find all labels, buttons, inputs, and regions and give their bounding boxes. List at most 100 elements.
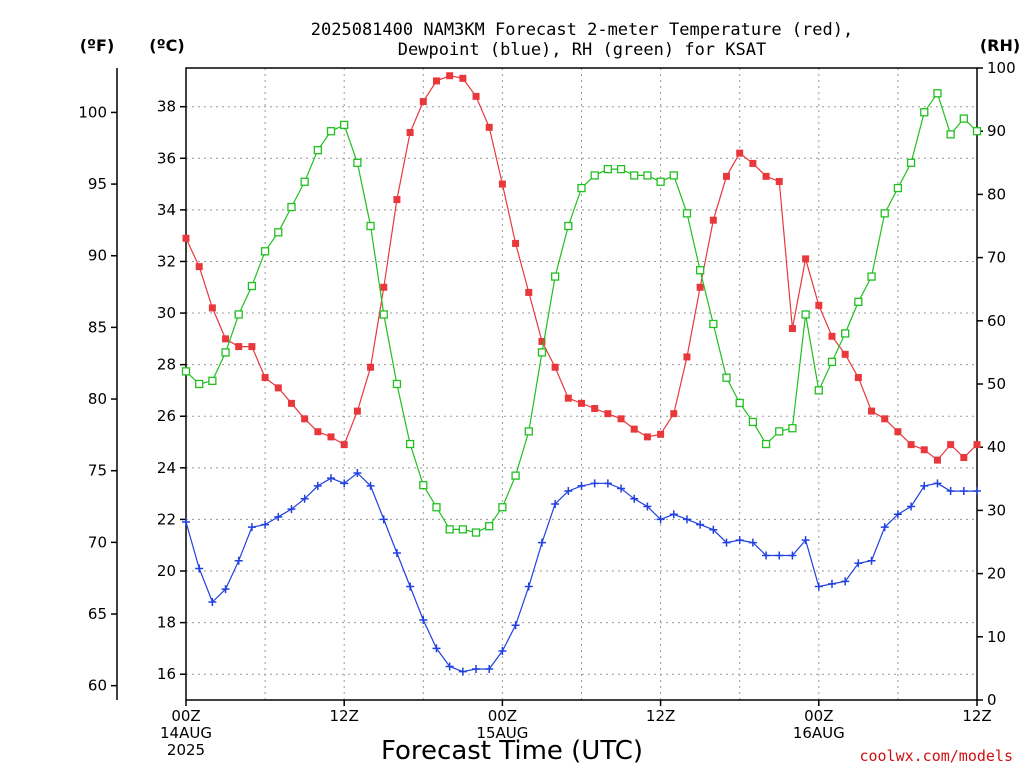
data-point <box>775 551 784 560</box>
data-point <box>260 247 270 256</box>
celsius-tick-labels: 16 18 20 22 24 26 28 30 32 34 36 38 <box>157 98 186 683</box>
data-point <box>537 348 547 357</box>
data-point <box>525 288 533 296</box>
celsius-tick-label: 34 <box>157 201 176 219</box>
data-point <box>736 149 744 157</box>
data-point <box>327 433 335 441</box>
data-point <box>590 171 599 180</box>
data-point <box>748 417 758 427</box>
data-point <box>458 667 467 676</box>
x-axis-label: Forecast Time (UTC) <box>381 736 643 766</box>
series-layer <box>181 72 982 676</box>
data-point <box>590 479 599 488</box>
plot-frame <box>185 67 978 701</box>
series-rh <box>181 89 982 537</box>
data-point <box>630 425 638 433</box>
data-point <box>524 582 533 591</box>
data-point <box>841 577 850 586</box>
fahrenheit-tick-labels: 60 65 70 75 80 85 90 95 100 <box>78 103 117 695</box>
data-point <box>617 484 626 493</box>
fahrenheit-tick-label: 65 <box>88 605 107 623</box>
data-point <box>511 471 520 480</box>
data-point <box>973 487 981 496</box>
data-point <box>432 503 441 512</box>
data-point <box>761 439 771 449</box>
data-point <box>498 180 506 188</box>
data-point <box>564 221 573 231</box>
data-point <box>603 479 612 488</box>
data-point <box>683 353 691 361</box>
data-point <box>301 415 309 423</box>
data-point <box>247 523 256 532</box>
data-point <box>696 266 705 275</box>
data-point <box>788 551 797 560</box>
axes <box>116 67 978 701</box>
fahrenheit-tick-label: 95 <box>88 175 107 193</box>
celsius-tick-label: 30 <box>157 304 176 322</box>
data-point <box>603 164 613 174</box>
data-point <box>340 120 349 130</box>
data-point <box>287 399 295 407</box>
data-point <box>709 216 717 224</box>
data-point <box>564 487 573 496</box>
data-point <box>195 564 204 573</box>
x-tick-label: 00Z <box>488 707 517 725</box>
data-point <box>946 487 955 496</box>
data-point <box>261 374 269 382</box>
data-point <box>327 474 336 483</box>
data-point <box>471 528 481 537</box>
data-point <box>946 130 955 139</box>
data-point <box>814 386 823 395</box>
data-point <box>221 348 230 357</box>
data-point <box>696 520 705 529</box>
data-point <box>208 597 217 606</box>
data-point <box>313 146 322 155</box>
data-point <box>749 159 757 167</box>
data-point <box>485 522 494 531</box>
data-point <box>181 367 191 376</box>
x-tick-label: 12Z <box>330 707 359 725</box>
celsius-tick-label: 26 <box>157 407 176 425</box>
data-point <box>392 548 401 557</box>
data-point <box>445 662 454 671</box>
data-point <box>920 108 929 117</box>
data-point <box>827 357 837 367</box>
data-point <box>234 556 243 565</box>
data-point <box>485 665 494 674</box>
data-point <box>880 209 889 218</box>
data-point <box>616 164 626 174</box>
data-point <box>498 503 507 512</box>
celsius-unit-label: (ºC) <box>149 36 184 55</box>
data-point <box>682 209 692 218</box>
data-point <box>828 332 836 340</box>
x-tick-label: 16AUG <box>793 724 845 742</box>
data-point <box>657 430 665 438</box>
data-point <box>604 410 612 418</box>
celsius-tick-label: 16 <box>157 665 176 683</box>
data-point <box>195 379 204 389</box>
data-point <box>722 538 731 547</box>
data-point <box>906 158 916 167</box>
chart-title-line2: Dewpoint (blue), RH (green) for KSAT <box>398 40 766 60</box>
data-point <box>775 427 784 436</box>
data-point <box>446 72 454 80</box>
data-point <box>841 350 849 358</box>
data-point <box>392 379 402 389</box>
data-point <box>709 319 718 329</box>
data-point <box>498 646 507 655</box>
data-point <box>748 538 757 547</box>
x-tick-label: 00Z <box>804 707 833 725</box>
celsius-tick-label: 20 <box>157 562 176 580</box>
data-point <box>379 310 388 319</box>
fahrenheit-tick-label: 70 <box>88 533 107 551</box>
data-point <box>538 337 546 345</box>
data-point <box>682 515 691 524</box>
celsius-tick-label: 24 <box>157 459 176 477</box>
fahrenheit-unit-label: (ºF) <box>80 36 115 55</box>
data-point <box>762 172 770 180</box>
data-point <box>854 559 863 568</box>
data-point <box>722 373 731 382</box>
data-point <box>406 128 414 136</box>
data-point <box>867 556 876 565</box>
